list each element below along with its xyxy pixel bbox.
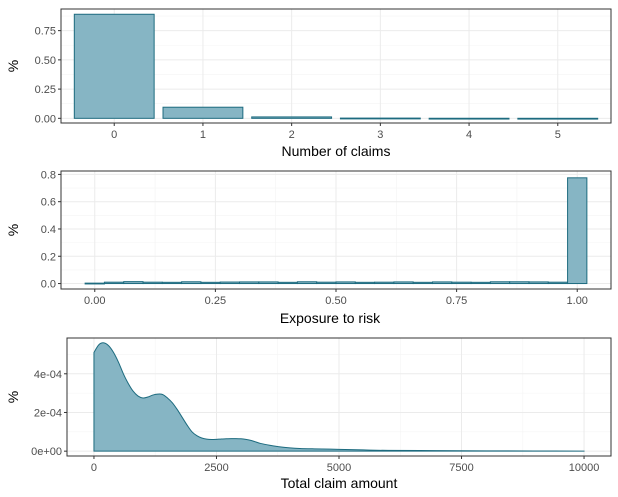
panel-total-claim-amount: 0e+00 2e-04 4e-04 0 2500 5000 7500 10000 Total … — [5, 337, 612, 491]
panel-3-x-tick-label: 0 — [91, 462, 97, 474]
panel-1-y-tick-label: 0.00 — [35, 113, 56, 125]
panel-1-x-tick-label: 3 — [377, 129, 383, 141]
panel-1-border — [60, 8, 612, 124]
panel-1-x-tick-label: 5 — [555, 129, 561, 141]
panel-3-x-tick-label: 5000 — [327, 462, 351, 474]
histogram-bar — [219, 281, 241, 285]
histogram-bar — [239, 281, 260, 285]
panel-2-x-tick-label: 1.00 — [567, 295, 588, 307]
panel-3-y-tick-label: 2e-04 — [34, 407, 62, 419]
panel-2-x-tick-label: 0.25 — [205, 295, 226, 307]
histogram-bar — [316, 281, 337, 285]
panel-3-y-axis-title: % — [5, 391, 21, 403]
panel-3-y-tick-label: 0e+00 — [31, 446, 62, 458]
panel-2-grid — [61, 171, 611, 289]
histogram-bar — [258, 281, 279, 285]
bar-2 — [251, 116, 333, 119]
panel-2-ticks: 0.0 0.2 0.4 0.6 0.8 0.00 0.25 0.50 0.75 1.00 — [41, 169, 588, 307]
panel-1-y-tick-label: 0.75 — [35, 26, 56, 38]
panel-2-y-axis-title: % — [5, 224, 21, 236]
panel-1-x-tick-label: 2 — [289, 129, 295, 141]
panel-1-bars — [73, 13, 599, 120]
histogram-bar — [528, 281, 549, 285]
histogram-bar — [451, 281, 472, 285]
histogram-bar — [103, 281, 125, 285]
panel-1-x-tick-label: 0 — [111, 129, 117, 141]
histogram-bar — [393, 281, 414, 285]
histogram-bar — [296, 281, 318, 285]
panel-2-histogram — [84, 177, 588, 285]
panel-1-x-tick-label: 4 — [466, 129, 472, 141]
panel-exposure-to-risk: 0.0 0.2 0.4 0.6 0.8 0.00 0.25 0.50 0.75 1.00 Expo… — [5, 169, 612, 326]
panel-1-y-axis-title: % — [5, 60, 21, 72]
histogram-bar — [509, 281, 530, 285]
histogram-bar — [123, 281, 144, 285]
panel-3-x-tick-label: 7500 — [449, 462, 473, 474]
panel-1-x-tick-label: 1 — [200, 129, 206, 141]
panel-3-ticks: 0e+00 2e-04 4e-04 0 2500 5000 7500 10000 — [31, 369, 599, 474]
histogram-bar — [277, 281, 298, 285]
panel-2-y-tick-label: 0.6 — [41, 197, 56, 209]
bar-4 — [428, 117, 510, 120]
panel-2-x-tick-label: 0.75 — [446, 295, 467, 307]
histogram-bar — [354, 281, 376, 285]
panel-2-y-tick-label: 0.0 — [41, 279, 56, 291]
histogram-bar — [431, 281, 453, 285]
histogram-bar — [567, 177, 588, 285]
panel-1-ticks: 0.00 0.25 0.50 0.75 0 1 2 3 4 5 — [35, 26, 561, 141]
histogram-bar — [161, 281, 183, 285]
panel-2-x-axis-title: Exposure to risk — [280, 310, 381, 326]
bar-5 — [517, 117, 599, 120]
bar-3 — [339, 117, 421, 120]
bar-1 — [162, 106, 244, 119]
panel-2-y-tick-label: 0.4 — [41, 224, 56, 236]
panel-2-y-tick-label: 0.2 — [41, 251, 56, 263]
bar-0 — [73, 13, 155, 119]
panel-2-y-tick-label: 0.8 — [41, 169, 56, 181]
histogram-bar — [335, 281, 356, 285]
panel-3-x-tick-label: 2500 — [204, 462, 228, 474]
histogram-bar — [412, 281, 433, 285]
histogram-bar — [181, 281, 202, 285]
histogram-bar — [142, 281, 163, 285]
panel-3-density — [93, 342, 585, 452]
density-area — [93, 342, 585, 452]
histogram-bar — [547, 281, 569, 285]
histogram-bar — [470, 281, 491, 285]
histogram-bar — [84, 282, 105, 285]
histogram-bar — [374, 281, 395, 285]
panel-2-x-tick-label: 0.00 — [84, 295, 105, 307]
histogram-bar — [489, 281, 511, 285]
panel-number-of-claims: 0.000.250.500.750 1 2 3 4 5 Number of claims … — [5, 8, 612, 159]
histogram-bar — [200, 281, 221, 285]
panel-3-y-tick-label: 4e-04 — [34, 369, 62, 381]
panel-3-x-axis-title: Total claim amount — [281, 475, 398, 491]
panel-2-x-tick-label: 0.50 — [325, 295, 346, 307]
panel-1-y-tick-label: 0.25 — [35, 84, 56, 96]
panel-3-x-tick-label: 10000 — [569, 462, 600, 474]
panel-1-y-tick-label: 0.50 — [35, 55, 56, 67]
panel-1-x-axis-title: Number of claims — [282, 143, 391, 159]
